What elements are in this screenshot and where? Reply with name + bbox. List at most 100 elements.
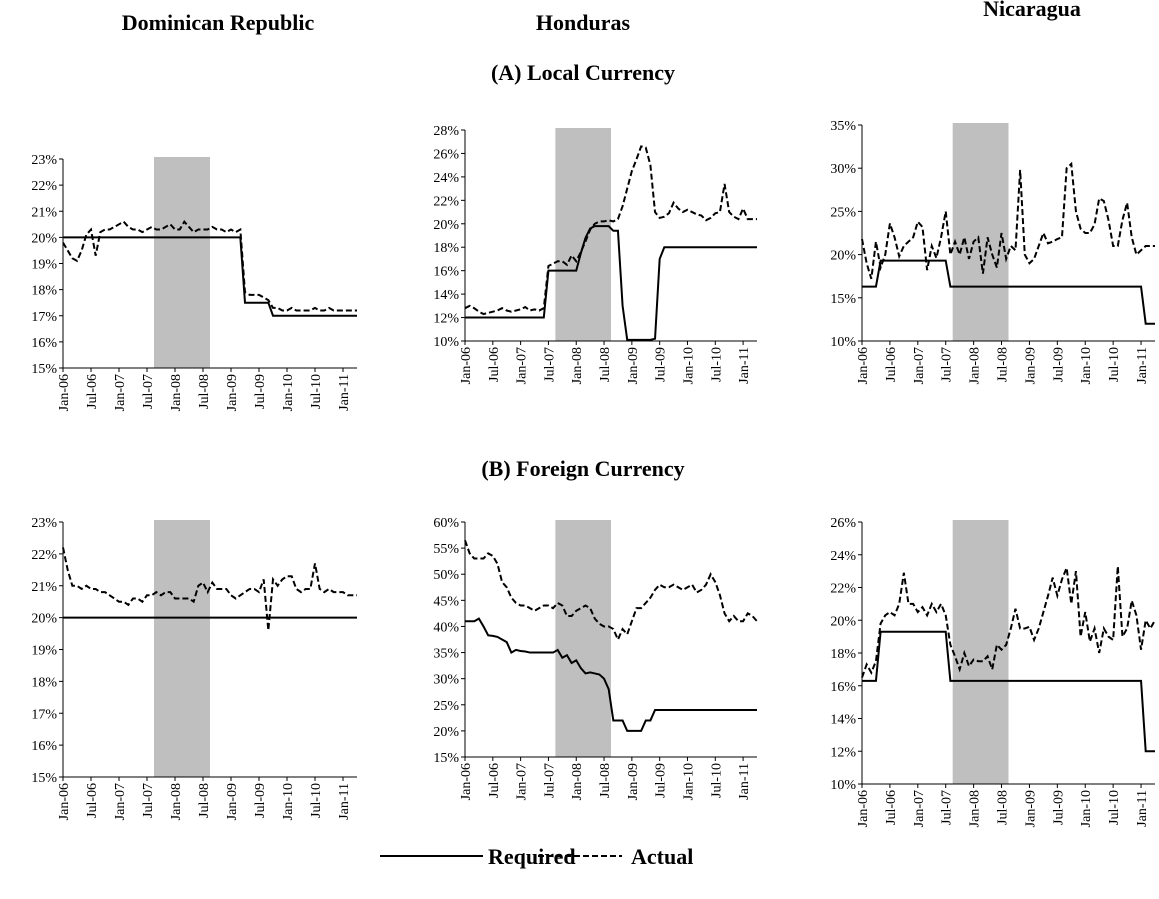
x-tick-label: Jan-08 xyxy=(968,347,983,384)
legend-label: Required xyxy=(488,844,576,869)
x-tick-label: Jul-07 xyxy=(940,790,955,825)
y-tick-label: 12% xyxy=(830,745,856,760)
series-line xyxy=(465,225,757,341)
y-tick-label: 20% xyxy=(830,614,856,629)
column-title: Honduras xyxy=(536,10,631,35)
x-tick-label: Jul-07 xyxy=(940,347,955,382)
x-tick-label: Jul-07 xyxy=(542,347,557,382)
y-tick-label: 20% xyxy=(830,249,856,264)
panel-title: (A) Local Currency xyxy=(491,60,675,85)
y-tick-label: 28% xyxy=(433,124,459,139)
y-tick-label: 15% xyxy=(830,292,856,307)
y-tick-label: 17% xyxy=(31,310,57,325)
x-tick-label: Jan-06 xyxy=(57,374,72,411)
y-tick-label: 15% xyxy=(31,771,57,786)
y-tick-label: 40% xyxy=(433,620,459,635)
y-tick-label: 35% xyxy=(433,647,459,662)
y-tick-label: 12% xyxy=(433,312,459,327)
x-tick-label: Jul-07 xyxy=(542,763,557,798)
x-tick-label: Jan-08 xyxy=(570,347,585,384)
series-line xyxy=(862,259,1155,325)
shaded-period xyxy=(952,123,1009,341)
x-tick-label: Jul-09 xyxy=(1051,347,1066,382)
y-tick-label: 10% xyxy=(830,335,856,350)
x-tick-label: Jan-08 xyxy=(968,790,983,827)
x-tick-label: Jul-06 xyxy=(85,374,100,409)
y-tick-label: 26% xyxy=(433,147,459,162)
y-tick-label: 60% xyxy=(433,516,459,531)
y-tick-label: 20% xyxy=(433,725,459,740)
x-tick-label: Jul-07 xyxy=(141,374,156,409)
x-tick-label: Jan-10 xyxy=(681,347,696,384)
x-tick-label: Jan-09 xyxy=(225,783,240,820)
x-tick-label: Jan-09 xyxy=(225,374,240,411)
x-tick-label: Jul-09 xyxy=(654,763,669,798)
y-tick-label: 21% xyxy=(31,580,57,595)
x-tick-label: Jan-06 xyxy=(459,347,474,384)
y-tick-label: 15% xyxy=(31,362,57,377)
x-tick-label: Jan-06 xyxy=(856,347,871,384)
x-tick-label: Jan-06 xyxy=(57,783,72,820)
y-tick-label: 22% xyxy=(433,194,459,209)
series-line xyxy=(62,220,357,312)
x-tick-label: Jan-10 xyxy=(1079,790,1094,827)
x-tick-label: Jan-06 xyxy=(856,790,871,827)
series-line xyxy=(465,617,757,732)
x-tick-label: Jan-09 xyxy=(626,763,641,800)
x-tick-label: Jan-06 xyxy=(459,763,474,800)
y-tick-label: 21% xyxy=(31,205,57,220)
x-tick-label: Jul-06 xyxy=(85,783,100,818)
y-tick-label: 26% xyxy=(830,516,856,531)
y-tick-label: 16% xyxy=(433,265,459,280)
shaded-period xyxy=(555,520,611,757)
x-tick-label: Jul-08 xyxy=(598,763,613,798)
x-tick-label: Jul-06 xyxy=(487,347,502,382)
y-tick-label: 10% xyxy=(433,335,459,350)
x-tick-label: Jul-09 xyxy=(654,347,669,382)
y-tick-label: 55% xyxy=(433,542,459,557)
y-tick-label: 19% xyxy=(31,258,57,273)
y-tick-label: 15% xyxy=(433,751,459,766)
y-tick-label: 30% xyxy=(830,162,856,177)
series-line xyxy=(861,563,1156,678)
legend-label: Actual xyxy=(631,844,693,869)
x-tick-label: Jan-11 xyxy=(737,763,752,800)
y-tick-label: 24% xyxy=(433,171,459,186)
shaded-period xyxy=(555,128,611,341)
y-tick-label: 45% xyxy=(433,594,459,609)
x-tick-label: Jan-11 xyxy=(1135,790,1150,827)
x-tick-label: Jul-09 xyxy=(1051,790,1066,825)
series-line xyxy=(862,630,1155,753)
column-title: Nicaragua xyxy=(983,0,1081,21)
y-tick-label: 22% xyxy=(830,582,856,597)
shaded-period xyxy=(154,520,210,777)
x-tick-label: Jan-09 xyxy=(1023,347,1038,384)
x-tick-label: Jul-10 xyxy=(1107,347,1122,382)
x-tick-label: Jul-06 xyxy=(884,790,899,825)
x-tick-label: Jan-10 xyxy=(1079,347,1094,384)
y-tick-label: 50% xyxy=(433,568,459,583)
series-line xyxy=(464,539,758,642)
y-tick-label: 18% xyxy=(31,284,57,299)
x-tick-label: Jul-08 xyxy=(197,783,212,818)
y-tick-label: 16% xyxy=(31,336,57,351)
y-tick-label: 14% xyxy=(830,713,856,728)
x-tick-label: Jan-10 xyxy=(281,783,296,820)
y-tick-label: 23% xyxy=(31,153,57,168)
x-tick-label: Jan-10 xyxy=(281,374,296,411)
series-line xyxy=(63,236,357,317)
x-tick-label: Jul-10 xyxy=(709,763,724,798)
y-tick-label: 23% xyxy=(31,516,57,531)
y-tick-label: 14% xyxy=(433,288,459,303)
x-tick-label: Jan-11 xyxy=(337,374,352,411)
x-tick-label: Jul-08 xyxy=(197,374,212,409)
y-tick-label: 24% xyxy=(830,549,856,564)
x-tick-label: Jul-09 xyxy=(253,783,268,818)
shaded-period xyxy=(154,157,210,368)
x-tick-label: Jan-08 xyxy=(169,374,184,411)
x-tick-label: Jan-07 xyxy=(515,763,530,800)
x-tick-label: Jan-10 xyxy=(681,763,696,800)
x-tick-label: Jul-06 xyxy=(487,763,502,798)
y-tick-label: 16% xyxy=(830,680,856,695)
y-tick-label: 20% xyxy=(433,218,459,233)
